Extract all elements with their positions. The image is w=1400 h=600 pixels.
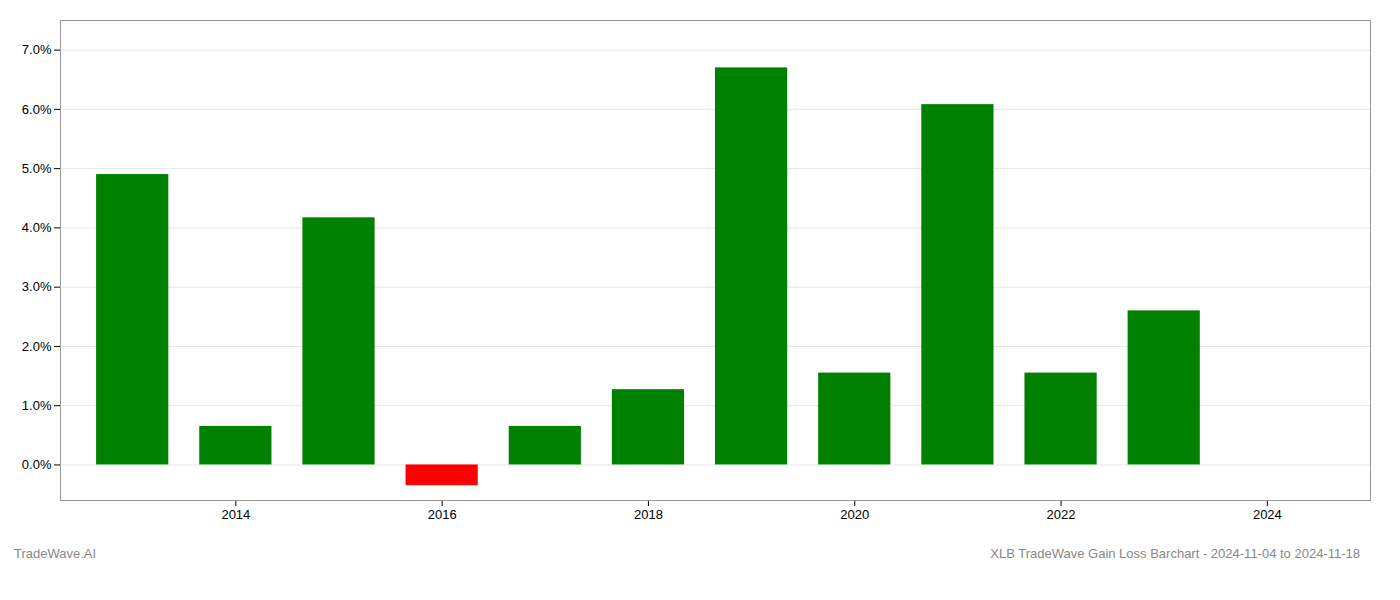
- svg-text:5.0%: 5.0%: [22, 161, 52, 176]
- svg-text:1.0%: 1.0%: [22, 398, 52, 413]
- svg-text:3.0%: 3.0%: [22, 279, 52, 294]
- svg-text:2.0%: 2.0%: [22, 339, 52, 354]
- svg-text:2024: 2024: [1253, 507, 1282, 522]
- svg-text:4.0%: 4.0%: [22, 220, 52, 235]
- svg-text:2014: 2014: [221, 507, 250, 522]
- svg-text:2022: 2022: [1047, 507, 1076, 522]
- svg-text:2018: 2018: [634, 507, 663, 522]
- html-text:TradeWave.AI: TradeWave.AI: [14, 546, 97, 561]
- svg-text:6.0%: 6.0%: [22, 102, 52, 117]
- svg-text:0.0%: 0.0%: [22, 457, 52, 472]
- html-text:XLB TradeWave Gain Loss Barcha: XLB TradeWave Gain Loss Barchart - 2024-…: [990, 546, 1360, 561]
- svg-text:2020: 2020: [840, 507, 869, 522]
- svg-text:7.0%: 7.0%: [22, 42, 52, 57]
- svg-text:2016: 2016: [428, 507, 457, 522]
